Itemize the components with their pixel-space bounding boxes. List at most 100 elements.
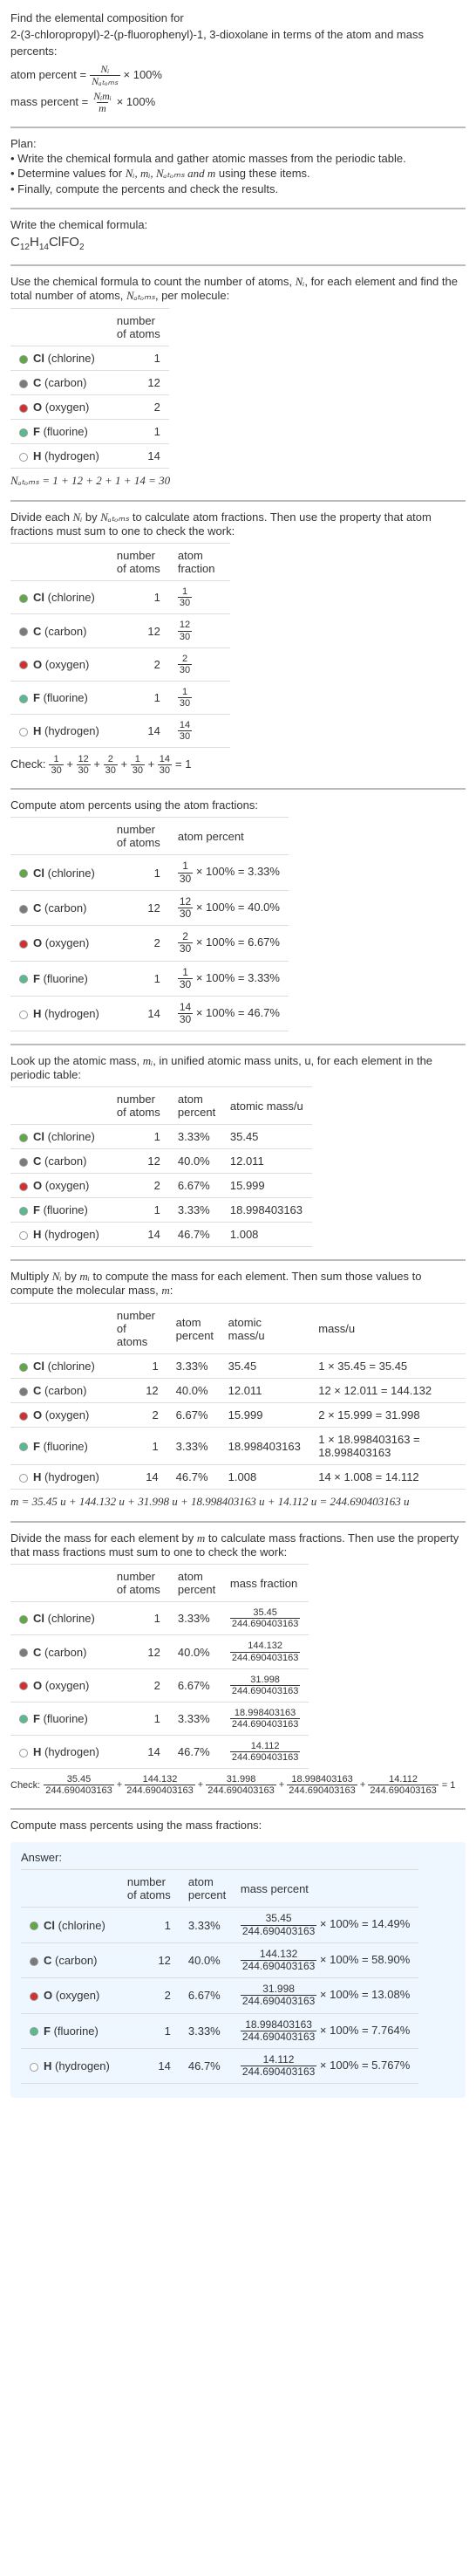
table-row: O (oxygen)2230 xyxy=(10,647,230,681)
table-row: C (carbon)12 xyxy=(10,371,169,395)
intro-line2: 2-(3-chloropropyl)-2-(p-fluorophenyl)-1,… xyxy=(10,27,466,60)
element-cell: C (carbon) xyxy=(10,371,108,395)
mass-percent-formula: mass percent = Nᵢmᵢm × 100% xyxy=(10,91,466,114)
element-cell: F (fluorine) xyxy=(10,1428,108,1465)
table-row: F (fluorine)13.33%18.998403163 xyxy=(10,1198,312,1223)
element-dot-icon xyxy=(19,1207,28,1216)
element-dot-icon xyxy=(19,1387,28,1396)
ap-title: Compute atom percents using the atom fra… xyxy=(10,798,466,812)
divider xyxy=(10,1808,466,1810)
element-cell: C (carbon) xyxy=(10,1635,108,1668)
chemical-formula: Write the chemical formula: C12H14ClFO2 xyxy=(10,218,466,252)
element-cell: H (hydrogen) xyxy=(10,1465,108,1490)
element-cell: H (hydrogen) xyxy=(21,2048,119,2083)
table-row: Cl (chlorine)13.33%35.45244.690403163 xyxy=(10,1602,309,1635)
table-row: H (hydrogen)1446.7%1.00814 × 1.008 = 14.… xyxy=(10,1465,466,1490)
count-title: Use the chemical formula to count the nu… xyxy=(10,275,466,303)
element-cell: H (hydrogen) xyxy=(10,996,108,1031)
table-row: Cl (chlorine)1130 xyxy=(10,581,230,614)
element-dot-icon xyxy=(19,1158,28,1167)
mc-title: Multiply Nᵢ by mᵢ to compute the mass fo… xyxy=(10,1270,466,1298)
table-row: F (fluorine)1130 xyxy=(10,681,230,714)
element-cell: C (carbon) xyxy=(10,1149,108,1174)
element-dot-icon xyxy=(19,1749,28,1757)
table-row: F (fluorine)13.33%18.9984031631 × 18.998… xyxy=(10,1428,466,1465)
mf-title: Divide the mass for each element by m to… xyxy=(10,1531,466,1559)
element-dot-icon xyxy=(19,1011,28,1019)
element-cell: Cl (chlorine) xyxy=(10,1354,108,1379)
am-table: number of atomsatom percentatomic mass/u… xyxy=(10,1086,312,1247)
mc-table: number of atomsatom percentatomic mass/u… xyxy=(10,1303,466,1490)
divider xyxy=(10,208,466,209)
element-cell: O (oxygen) xyxy=(10,647,108,681)
atomic-mass: Look up the atomic mass, mᵢ, in unified … xyxy=(10,1054,466,1247)
mp-title: Compute mass percents using the mass fra… xyxy=(10,1819,466,1832)
element-cell: C (carbon) xyxy=(10,614,108,647)
element-dot-icon xyxy=(19,355,28,364)
chem-title: Write the chemical formula: xyxy=(10,218,466,231)
table-row: F (fluorine)1130 × 100% = 3.33% xyxy=(10,961,289,996)
atom-percent: Compute atom percents using the atom fra… xyxy=(10,798,466,1031)
element-cell: Cl (chlorine) xyxy=(10,1125,108,1149)
table-row: F (fluorine)1 xyxy=(10,420,169,444)
table-row: H (hydrogen)141430 × 100% = 46.7% xyxy=(10,996,289,1031)
element-dot-icon xyxy=(19,1474,28,1483)
table-row: C (carbon)121230 × 100% = 40.0% xyxy=(10,890,289,925)
element-cell: H (hydrogen) xyxy=(10,444,108,469)
plan-item-3: • Finally, compute the percents and chec… xyxy=(10,182,466,195)
atom-percent-formula: atom percent = NᵢNₐₜₒₘₛ × 100% xyxy=(10,64,466,87)
element-dot-icon xyxy=(19,1231,28,1240)
answer-label: Answer: xyxy=(21,1851,455,1864)
element-dot-icon xyxy=(19,1412,28,1421)
element-cell: Cl (chlorine) xyxy=(10,855,108,890)
mass-calc: Multiply Nᵢ by mᵢ to compute the mass fo… xyxy=(10,1270,466,1509)
element-cell: O (oxygen) xyxy=(10,926,108,961)
n-atoms: 1 xyxy=(108,346,169,371)
element-dot-icon xyxy=(30,1922,38,1930)
divider xyxy=(10,1259,466,1261)
divider xyxy=(10,1521,466,1523)
element-dot-icon xyxy=(30,2063,38,2072)
table-row: F (fluorine)13.33%18.998403163244.690403… xyxy=(21,2013,418,2048)
element-cell: F (fluorine) xyxy=(10,420,108,444)
natoms-total: Nₐₜₒₘₛ = 1 + 12 + 2 + 1 + 14 = 30 xyxy=(10,474,466,488)
mf-check: Check: 35.45244.690403163 + 144.132244.6… xyxy=(10,1774,466,1796)
divider xyxy=(10,788,466,790)
element-cell: O (oxygen) xyxy=(10,1668,108,1702)
n-atoms: 14 xyxy=(108,444,169,469)
element-dot-icon xyxy=(19,380,28,388)
table-row: H (hydrogen)1446.7%14.112244.690403163 xyxy=(10,1736,309,1769)
element-dot-icon xyxy=(19,1134,28,1142)
intro-line1: Find the elemental composition for xyxy=(10,10,466,27)
atom-fraction: Divide each Nᵢ by Nₐₜₒₘₛ to calculate at… xyxy=(10,510,466,776)
element-cell: F (fluorine) xyxy=(10,1702,108,1735)
ap-table: number of atomsatom percent Cl (chlorine… xyxy=(10,817,289,1031)
element-dot-icon xyxy=(19,627,28,636)
element-dot-icon xyxy=(19,940,28,949)
element-cell: O (oxygen) xyxy=(10,1174,108,1198)
table-row: Cl (chlorine)1130 × 100% = 3.33% xyxy=(10,855,289,890)
table-row: C (carbon)121230 xyxy=(10,614,230,647)
element-dot-icon xyxy=(19,1615,28,1624)
intro: Find the elemental composition for 2-(3-… xyxy=(10,10,466,114)
element-cell: O (oxygen) xyxy=(10,1403,108,1428)
element-dot-icon xyxy=(19,905,28,914)
element-cell: F (fluorine) xyxy=(21,2013,119,2048)
mc-total: m = 35.45 u + 144.132 u + 31.998 u + 18.… xyxy=(10,1495,466,1509)
element-dot-icon xyxy=(19,728,28,736)
plan: Plan: • Write the chemical formula and g… xyxy=(10,137,466,195)
table-row: O (oxygen)2 xyxy=(10,395,169,420)
n-atoms: 2 xyxy=(108,395,169,420)
element-dot-icon xyxy=(30,1992,38,2001)
element-cell: O (oxygen) xyxy=(10,395,108,420)
divider xyxy=(10,264,466,266)
element-cell: Cl (chlorine) xyxy=(10,1602,108,1635)
table-row: O (oxygen)26.67%31.998244.690403163 xyxy=(10,1668,309,1702)
divider xyxy=(10,500,466,502)
plan-title: Plan: xyxy=(10,137,466,150)
element-cell: C (carbon) xyxy=(10,890,108,925)
table-row: Cl (chlorine)13.33%35.45 xyxy=(10,1125,312,1149)
mass-fraction: Divide the mass for each element by m to… xyxy=(10,1531,466,1796)
element-cell: H (hydrogen) xyxy=(10,715,108,748)
element-cell: F (fluorine) xyxy=(10,1198,108,1223)
